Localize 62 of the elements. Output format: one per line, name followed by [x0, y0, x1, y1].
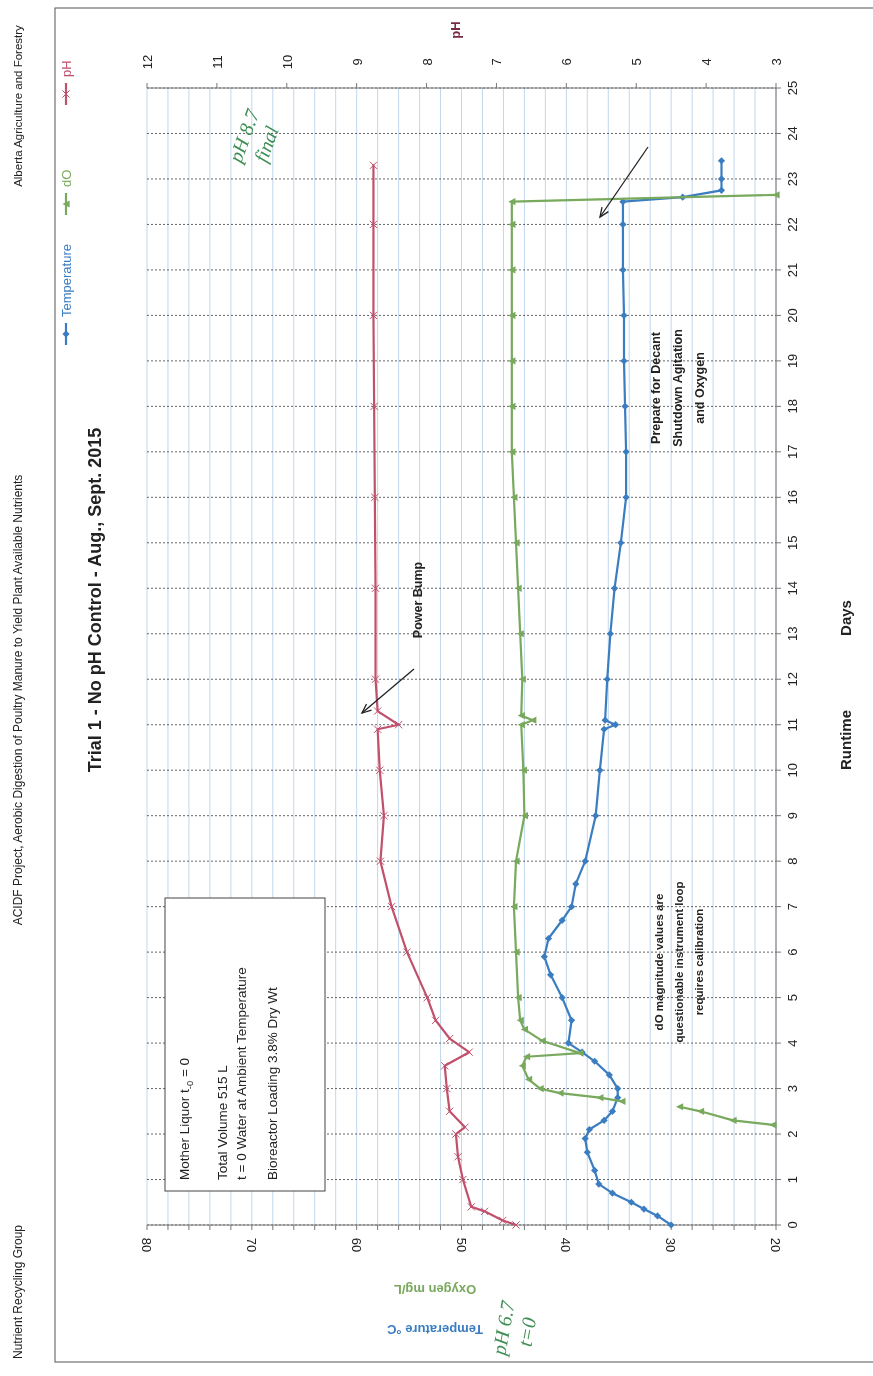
- y-tick-label: 22: [784, 217, 800, 232]
- annotation: Power Bump: [411, 561, 425, 639]
- text: Alberta Agriculture and Forestry: [12, 24, 24, 187]
- y-tick-label: 19: [784, 353, 800, 369]
- y-tick-label: 18: [784, 399, 800, 414]
- text: pH: [58, 60, 74, 77]
- y-tick-label: 13: [784, 626, 800, 641]
- x2-tick-label: 10: [279, 54, 295, 70]
- y-tick-label: 12: [784, 672, 800, 687]
- text: Nutrient Recycling Group: [11, 1224, 25, 1360]
- annotation: Total Volume 515 L: [214, 1064, 230, 1180]
- y-tick-label: 0: [784, 1221, 800, 1229]
- y-tick-label: 7: [784, 903, 800, 911]
- x2-tick-label: 8: [419, 58, 435, 66]
- x2-axis-title: pH: [447, 21, 463, 39]
- y-tick-label: 3: [784, 1084, 800, 1093]
- y-tick-label: 4: [784, 1039, 800, 1047]
- annotation: t = 0 Water at Ambient Temperature: [233, 967, 249, 1180]
- text: pH 6.7 t=0: [487, 1298, 541, 1359]
- text: Temperature °C Oxygen mg/L: [387, 1282, 483, 1338]
- y-tick-label: 16: [784, 490, 800, 505]
- y-tick-label: 11: [784, 717, 800, 732]
- annotation: pH 8.7 final: [223, 105, 284, 168]
- y-axis-title: Runtime: [836, 710, 854, 770]
- y-tick-label: 6: [784, 948, 800, 956]
- y-tick-label: 15: [784, 535, 800, 551]
- y-tick-label: 14: [784, 581, 800, 596]
- text: ACIDF Project, Aerobic Digestion of Poultry Manure to Yield Plant Available Nutrients: [11, 474, 25, 926]
- x-tick-label: 80: [139, 1237, 155, 1253]
- x2-tick-label: 11: [209, 55, 225, 69]
- text: Days: [836, 600, 854, 636]
- y-tick-label: 21: [784, 262, 800, 278]
- annotation: dO magnitude values are questionable instrument loop requires calibration: [653, 881, 705, 1043]
- y-tick-label: 1: [784, 1175, 800, 1184]
- x2-tick-label: 12: [139, 54, 155, 70]
- x2-tick-label: 3: [768, 58, 784, 66]
- y-tick-label: 25: [784, 80, 800, 96]
- x-tick-label: 70: [244, 1237, 260, 1253]
- x-tick-label: 60: [349, 1237, 365, 1253]
- x2-tick-label: 6: [558, 58, 574, 66]
- text: dO: [58, 169, 74, 187]
- x2-tick-label: 7: [488, 58, 504, 66]
- y-tick-label: 17: [784, 444, 800, 460]
- y-tick-label: 2: [784, 1130, 800, 1138]
- y-tick-label: 23: [784, 171, 800, 187]
- y-tick-label: 10: [784, 762, 800, 778]
- x-tick-label: 40: [558, 1237, 574, 1253]
- y-tick-label: 5: [784, 993, 800, 1002]
- y-tick-label: 8: [784, 857, 800, 865]
- y-tick-label: 9: [784, 812, 800, 820]
- text: Temperature: [58, 244, 74, 317]
- annotation: Prepare for Decant Shutdown Agitation and Oxygen: [649, 329, 707, 447]
- x2-tick-label: 5: [628, 58, 644, 66]
- x-tick-label: 50: [454, 1237, 469, 1253]
- y-tick-label: 24: [784, 126, 800, 141]
- x-tick-label: 20: [768, 1237, 784, 1253]
- x2-tick-label: 4: [698, 58, 714, 66]
- text: Trial 1 - No pH Control - Aug., Sept. 2015: [85, 427, 105, 773]
- x2-tick-label: 9: [349, 58, 365, 66]
- y-tick-label: 20: [784, 308, 800, 323]
- annotation: Bioreactor Loading 3.8% Dry Wt: [264, 986, 280, 1180]
- x-tick-label: 30: [663, 1237, 679, 1253]
